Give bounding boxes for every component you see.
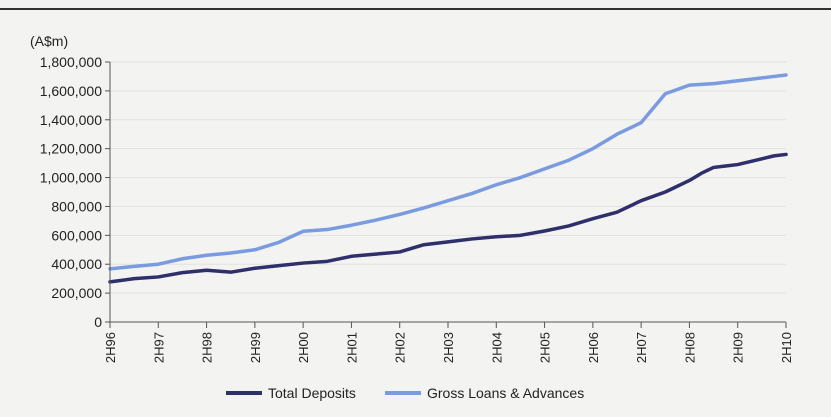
series-line-gross-loans (108, 73, 788, 271)
x-tick-label: 2H00 (296, 332, 311, 363)
y-tick-label: 1,000,000 (40, 170, 102, 186)
y-tick-label: 800,000 (51, 198, 102, 214)
x-tick-label: 2H09 (731, 332, 746, 363)
x-tick-label: 2H01 (344, 332, 359, 363)
y-tick-label: 1,800,000 (40, 54, 102, 70)
x-tick-label: 2H06 (586, 332, 601, 363)
series-line-total-deposits (108, 152, 788, 284)
x-tick-label: 2H07 (634, 332, 649, 363)
x-tick-label: 2H96 (103, 332, 118, 363)
x-tick-label: 2H98 (200, 332, 215, 363)
x-tick-label: 2H05 (538, 332, 553, 363)
y-unit-label: (A$m) (30, 33, 68, 49)
x-tick-label: 2H97 (151, 332, 166, 363)
x-tick-label: 2H99 (248, 332, 263, 363)
y-tick-label: 1,400,000 (40, 112, 102, 128)
y-tick-label: 200,000 (51, 285, 102, 301)
x-tick-label: 2H04 (489, 332, 504, 363)
legend-label-gross-loans: Gross Loans & Advances (427, 385, 584, 401)
legend: Total Deposits Gross Loans & Advances (226, 385, 584, 401)
y-tick-label: 600,000 (51, 227, 102, 243)
y-axis-ticks: 0 200,000 400,000 600,000 800,000 1,000,000 1,… (40, 54, 110, 330)
x-tick-label: 2H08 (682, 332, 697, 363)
y-tick-label: 1,600,000 (40, 83, 102, 99)
x-tick-label: 2H10 (779, 332, 794, 363)
x-axis-ticks: 2H96 2H97 2H98 2H99 2H00 2H01 2H02 2H03 2H04 2H05… (103, 322, 794, 363)
gridlines (110, 61, 786, 294)
y-tick-label: 400,000 (51, 256, 102, 272)
x-tick-label: 2H02 (393, 332, 408, 363)
series-lines (108, 73, 788, 284)
legend-label-total-deposits: Total Deposits (268, 385, 356, 401)
y-tick-label: 1,200,000 (40, 141, 102, 157)
y-tick-label: 0 (94, 314, 102, 330)
x-tick-label: 2H03 (441, 332, 456, 363)
